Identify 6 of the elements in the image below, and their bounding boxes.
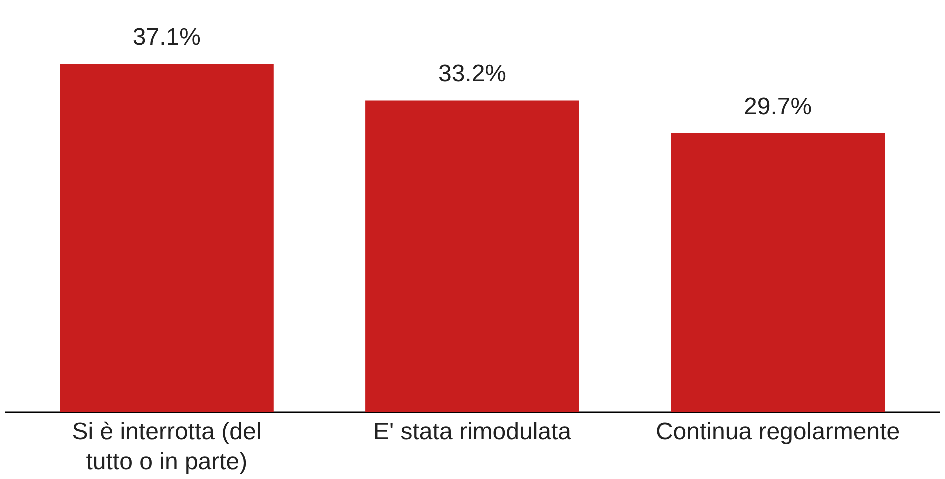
x-tick-label: Si è interrotta (del tutto o in parte)	[72, 418, 262, 476]
x-tick-label: Continua regolarmente	[656, 418, 900, 446]
data-label: 33.2%	[438, 60, 507, 88]
data-label: 29.7%	[744, 94, 812, 121]
x-tick-label: E' stata rimodulata	[373, 418, 572, 446]
data-label: 37.1%	[132, 24, 201, 52]
